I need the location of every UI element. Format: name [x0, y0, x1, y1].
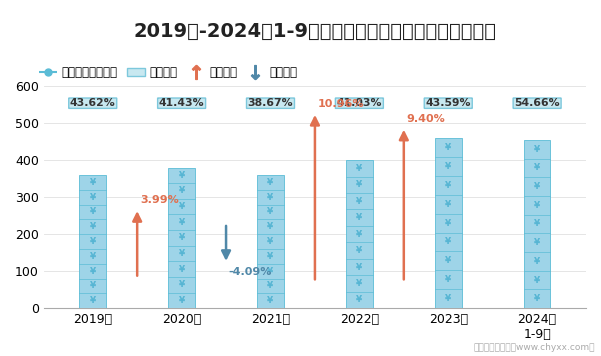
Text: ¥: ¥ — [267, 193, 273, 201]
Text: ¥: ¥ — [90, 193, 96, 201]
Text: 43.62%: 43.62% — [70, 98, 115, 108]
Text: 制图：智研咨询（www.chyxx.com）: 制图：智研咨询（www.chyxx.com） — [474, 344, 595, 352]
Text: 41.43%: 41.43% — [159, 98, 204, 108]
Text: -4.09%: -4.09% — [229, 267, 272, 277]
Text: ¥: ¥ — [445, 143, 451, 152]
Text: ¥: ¥ — [178, 233, 185, 242]
FancyBboxPatch shape — [513, 98, 561, 108]
Text: ¥: ¥ — [445, 237, 451, 246]
FancyBboxPatch shape — [335, 98, 383, 108]
Bar — [79, 175, 106, 308]
Bar — [168, 168, 195, 308]
Text: ¥: ¥ — [90, 282, 96, 290]
Text: ¥: ¥ — [356, 295, 362, 304]
Text: ¥: ¥ — [356, 197, 362, 206]
Text: ¥: ¥ — [534, 276, 540, 284]
Text: ¥: ¥ — [267, 208, 273, 216]
Text: ¥: ¥ — [356, 279, 362, 288]
Text: ¥: ¥ — [534, 163, 540, 172]
Text: ¥: ¥ — [534, 294, 540, 303]
Text: ¥: ¥ — [356, 230, 362, 239]
Text: ¥: ¥ — [356, 164, 362, 173]
Text: 3.99%: 3.99% — [140, 195, 178, 205]
Text: ¥: ¥ — [90, 252, 96, 261]
Bar — [257, 175, 284, 308]
Text: ¥: ¥ — [178, 249, 185, 258]
Legend: 累计保费（亿元）, 寿险占比, 同比增加, 同比减少: 累计保费（亿元）, 寿险占比, 同比增加, 同比减少 — [39, 66, 297, 79]
Text: ¥: ¥ — [267, 252, 273, 261]
Text: ¥: ¥ — [90, 267, 96, 276]
Text: ¥: ¥ — [534, 145, 540, 154]
Text: ¥: ¥ — [267, 267, 273, 276]
Text: 10.96%: 10.96% — [317, 99, 364, 109]
Text: ¥: ¥ — [445, 162, 451, 171]
Text: ¥: ¥ — [178, 280, 185, 289]
Bar — [346, 160, 373, 308]
Text: ¥: ¥ — [445, 181, 451, 190]
Title: 2019年-2024年1-9月宁波市累计原保险保费收入统计图: 2019年-2024年1-9月宁波市累计原保险保费收入统计图 — [133, 22, 496, 41]
Text: ¥: ¥ — [445, 200, 451, 209]
Text: ¥: ¥ — [534, 257, 540, 266]
Text: ¥: ¥ — [178, 187, 185, 195]
Text: ¥: ¥ — [267, 178, 273, 187]
Text: ¥: ¥ — [445, 219, 451, 227]
Text: ¥: ¥ — [178, 296, 185, 305]
Text: 41.03%: 41.03% — [337, 98, 382, 108]
Text: ¥: ¥ — [267, 282, 273, 290]
Text: ¥: ¥ — [90, 178, 96, 187]
Text: ¥: ¥ — [178, 202, 185, 211]
Text: ¥: ¥ — [90, 222, 96, 231]
FancyBboxPatch shape — [246, 98, 294, 108]
Text: ¥: ¥ — [178, 265, 185, 274]
Text: ¥: ¥ — [534, 220, 540, 229]
Text: ¥: ¥ — [90, 237, 96, 246]
Text: ¥: ¥ — [534, 201, 540, 210]
Text: ¥: ¥ — [90, 208, 96, 216]
FancyBboxPatch shape — [69, 98, 117, 108]
Text: 43.59%: 43.59% — [426, 98, 471, 108]
Text: ¥: ¥ — [267, 222, 273, 231]
Text: ¥: ¥ — [267, 296, 273, 305]
Text: ¥: ¥ — [267, 237, 273, 246]
Bar — [524, 140, 551, 308]
Text: ¥: ¥ — [534, 182, 540, 191]
Text: ¥: ¥ — [445, 256, 451, 265]
Text: ¥: ¥ — [445, 275, 451, 284]
Text: ¥: ¥ — [178, 218, 185, 227]
Text: ¥: ¥ — [356, 262, 362, 272]
Text: ¥: ¥ — [356, 246, 362, 255]
FancyBboxPatch shape — [424, 98, 472, 108]
Text: ¥: ¥ — [356, 213, 362, 222]
Bar — [435, 138, 462, 308]
FancyBboxPatch shape — [157, 98, 206, 108]
Text: ¥: ¥ — [445, 294, 451, 303]
Text: 9.40%: 9.40% — [406, 114, 445, 124]
Text: ¥: ¥ — [534, 238, 540, 247]
Text: ¥: ¥ — [178, 171, 185, 180]
Text: 38.67%: 38.67% — [248, 98, 293, 108]
Text: ¥: ¥ — [90, 296, 96, 305]
Text: 54.66%: 54.66% — [514, 98, 560, 108]
Text: ¥: ¥ — [356, 180, 362, 189]
